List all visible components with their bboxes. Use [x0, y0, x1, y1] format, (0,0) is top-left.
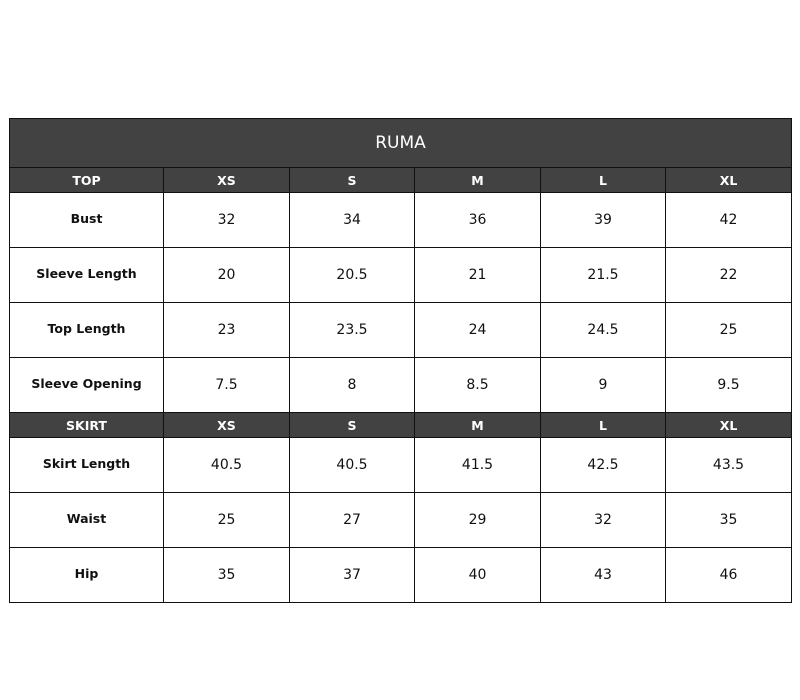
title-row: RUMA	[9, 118, 792, 168]
measurement-value: 25	[665, 302, 792, 358]
measurement-value: 42.5	[540, 437, 666, 493]
measurement-value: 35	[163, 547, 290, 603]
measurement-value: 8	[289, 357, 415, 413]
measurement-value: 40.5	[289, 437, 415, 493]
table-row: Waist 25 27 29 32 35	[9, 492, 792, 548]
measurement-value: 42	[665, 192, 792, 248]
measurement-value: 40	[414, 547, 541, 603]
size-header-s: S	[289, 167, 415, 193]
measurement-value: 43	[540, 547, 666, 603]
measurement-value: 21	[414, 247, 541, 303]
size-header-l: L	[540, 412, 666, 438]
size-header-l: L	[540, 167, 666, 193]
size-header-xs: XS	[163, 167, 290, 193]
table-row: Sleeve Length 20 20.5 21 21.5 22	[9, 247, 792, 303]
measurement-value: 20.5	[289, 247, 415, 303]
table-row: Sleeve Opening 7.5 8 8.5 9 9.5	[9, 357, 792, 413]
chart-title: RUMA	[9, 118, 792, 168]
measurement-value: 46	[665, 547, 792, 603]
size-header-m: M	[414, 412, 541, 438]
measurement-label: Hip	[9, 547, 164, 603]
measurement-value: 32	[163, 192, 290, 248]
measurement-value: 41.5	[414, 437, 541, 493]
measurement-value: 27	[289, 492, 415, 548]
measurement-label: Sleeve Length	[9, 247, 164, 303]
measurement-value: 9	[540, 357, 666, 413]
table-row: Bust 32 34 36 39 42	[9, 192, 792, 248]
measurement-value: 23	[163, 302, 290, 358]
size-header-xl: XL	[665, 412, 792, 438]
size-header-xl: XL	[665, 167, 792, 193]
measurement-value: 8.5	[414, 357, 541, 413]
measurement-value: 22	[665, 247, 792, 303]
measurement-value: 9.5	[665, 357, 792, 413]
table-row: Skirt Length 40.5 40.5 41.5 42.5 43.5	[9, 437, 792, 493]
size-header-m: M	[414, 167, 541, 193]
measurement-value: 7.5	[163, 357, 290, 413]
size-chart-table: RUMA TOP XS S M L XL Bust 32 34 36 39 42 Sleeve Leng…	[9, 118, 792, 603]
measurement-label: Bust	[9, 192, 164, 248]
measurement-value: 39	[540, 192, 666, 248]
measurement-label: Waist	[9, 492, 164, 548]
measurement-value: 20	[163, 247, 290, 303]
measurement-value: 43.5	[665, 437, 792, 493]
measurement-value: 21.5	[540, 247, 666, 303]
measurement-value: 25	[163, 492, 290, 548]
measurement-value: 35	[665, 492, 792, 548]
measurement-value: 24.5	[540, 302, 666, 358]
measurement-value: 34	[289, 192, 415, 248]
skirt-section-label: SKIRT	[9, 412, 164, 438]
measurement-value: 23.5	[289, 302, 415, 358]
measurement-value: 24	[414, 302, 541, 358]
measurement-value: 29	[414, 492, 541, 548]
table-row: Top Length 23 23.5 24 24.5 25	[9, 302, 792, 358]
table-row: Hip 35 37 40 43 46	[9, 547, 792, 603]
top-section-label: TOP	[9, 167, 164, 193]
size-header-xs: XS	[163, 412, 290, 438]
measurement-value: 36	[414, 192, 541, 248]
measurement-label: Top Length	[9, 302, 164, 358]
size-header-s: S	[289, 412, 415, 438]
measurement-label: Skirt Length	[9, 437, 164, 493]
skirt-header-row: SKIRT XS S M L XL	[9, 412, 792, 438]
measurement-value: 37	[289, 547, 415, 603]
measurement-label: Sleeve Opening	[9, 357, 164, 413]
measurement-value: 40.5	[163, 437, 290, 493]
measurement-value: 32	[540, 492, 666, 548]
top-header-row: TOP XS S M L XL	[9, 167, 792, 193]
